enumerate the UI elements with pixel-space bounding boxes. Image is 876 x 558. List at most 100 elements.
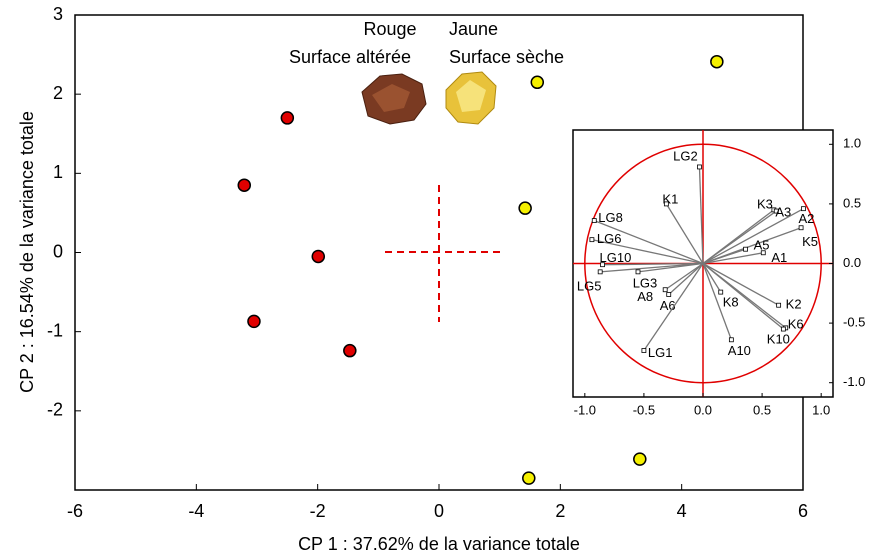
- point-label: K3: [757, 196, 773, 211]
- point: [522, 471, 536, 485]
- point-label: A1: [771, 250, 787, 265]
- loading-vector: [702, 248, 746, 265]
- point-label: LG1: [648, 345, 673, 360]
- y-tick-label: 0.5: [843, 195, 861, 210]
- loading-vector: [702, 262, 784, 330]
- x-tick-label: -2: [310, 501, 326, 521]
- point-label: K6: [788, 316, 804, 331]
- loading-point: [597, 269, 603, 275]
- loading-point: [641, 348, 647, 353]
- point-label: A8: [637, 289, 653, 304]
- loading-point: [666, 292, 672, 297]
- loading-vector: [665, 203, 704, 264]
- point-label: LG2: [673, 148, 698, 163]
- x-tick-label: 0.5: [753, 402, 771, 417]
- x-tick-label: 6: [798, 501, 808, 521]
- y-tick-label: 1.0: [843, 136, 861, 151]
- loading-vector: [702, 208, 804, 265]
- loading-vector: [643, 263, 704, 351]
- annotation: Surface sèche: [449, 47, 564, 67]
- x-tick-label: -6: [67, 501, 83, 521]
- x-tick-label: -1.0: [574, 402, 596, 417]
- center-cross: [385, 185, 505, 322]
- point-label: LG8: [598, 210, 623, 225]
- point: [530, 75, 545, 90]
- loading-vector: [702, 210, 777, 265]
- point: [237, 178, 252, 192]
- point-label: K2: [786, 297, 802, 312]
- y-tick-label: -1.0: [843, 374, 865, 389]
- point: [518, 201, 532, 215]
- loading-point: [728, 337, 734, 343]
- point-label: A2: [799, 211, 815, 226]
- rock-red: [361, 73, 427, 125]
- loading-point: [801, 206, 806, 212]
- y-tick-label: 0: [53, 241, 63, 261]
- loading-vector: [600, 262, 704, 273]
- point-label: LG3: [633, 275, 658, 290]
- loading-vector: [668, 263, 704, 295]
- y-tick-label: 2: [53, 83, 63, 103]
- annotation: Jaune: [449, 19, 498, 39]
- point: [247, 314, 261, 329]
- loading-vector: [594, 219, 704, 265]
- y-tick-label: -1: [47, 320, 63, 340]
- point: [280, 111, 295, 125]
- loading-point: [697, 164, 702, 170]
- loading-vector: [702, 252, 764, 265]
- point: [343, 343, 357, 358]
- x-tick-label: 2: [555, 501, 565, 521]
- loading-vector: [664, 262, 704, 291]
- loading-vector: [702, 263, 722, 293]
- point-label: K5: [802, 234, 818, 249]
- point-label: K8: [723, 295, 739, 310]
- point: [710, 54, 724, 69]
- x-axis-label: CP 1 : 37.62% de la variance totale: [298, 534, 580, 554]
- y-tick-label: -2: [47, 400, 63, 420]
- x-tick-label: 4: [677, 501, 687, 521]
- loading-point: [600, 262, 605, 268]
- point-label: A3: [775, 204, 791, 219]
- loading-point: [589, 237, 595, 243]
- point-label: LG5: [577, 278, 602, 293]
- y-tick-label: 3: [53, 4, 63, 24]
- loading-point: [591, 218, 597, 223]
- x-tick-label: -0.5: [633, 402, 655, 417]
- point-label: A5: [754, 238, 770, 253]
- loading-point: [780, 326, 786, 332]
- point-label: K1: [662, 191, 678, 206]
- point: [633, 452, 647, 466]
- x-tick-label: 1.0: [812, 402, 830, 417]
- loading-vector: [637, 262, 704, 273]
- loading-point: [776, 302, 782, 308]
- annotation: Surface altérée: [289, 47, 411, 67]
- x-tick-label: -4: [188, 501, 204, 521]
- y-axis-label: CP 2 : 16.54% de la variance totale: [17, 111, 37, 393]
- point-label: K10: [767, 331, 790, 346]
- loading-vector: [591, 239, 704, 265]
- point-label: A6: [660, 298, 676, 313]
- inset: -1.0 -0.5 0.0 0.5 1.0 1.0 0.5 0.0 -0.5 -1.0 LG2 K1 L…: [572, 129, 865, 417]
- loading-point: [718, 289, 724, 295]
- point-label: LG6: [597, 231, 622, 246]
- y-tick-label: 0.0: [843, 255, 861, 270]
- rock-yellow: [445, 71, 497, 125]
- point: [311, 249, 326, 264]
- loading-point: [743, 246, 748, 252]
- x-tick-label: 0.0: [694, 402, 712, 417]
- y-tick-label: -0.5: [843, 315, 865, 330]
- loading-vector: [602, 262, 704, 266]
- loading-vector: [702, 262, 779, 306]
- loading-point: [798, 225, 804, 231]
- point-label: A10: [728, 343, 751, 358]
- loading-vector: [698, 166, 704, 264]
- loading-point: [635, 269, 641, 275]
- point-label: LG10: [600, 250, 632, 265]
- loading-vector: [702, 263, 732, 341]
- loading-point: [760, 250, 766, 256]
- loading-point: [773, 208, 779, 214]
- loading-point: [662, 287, 668, 293]
- annotation: Rouge: [363, 19, 416, 39]
- y-tick-label: 1: [53, 162, 63, 182]
